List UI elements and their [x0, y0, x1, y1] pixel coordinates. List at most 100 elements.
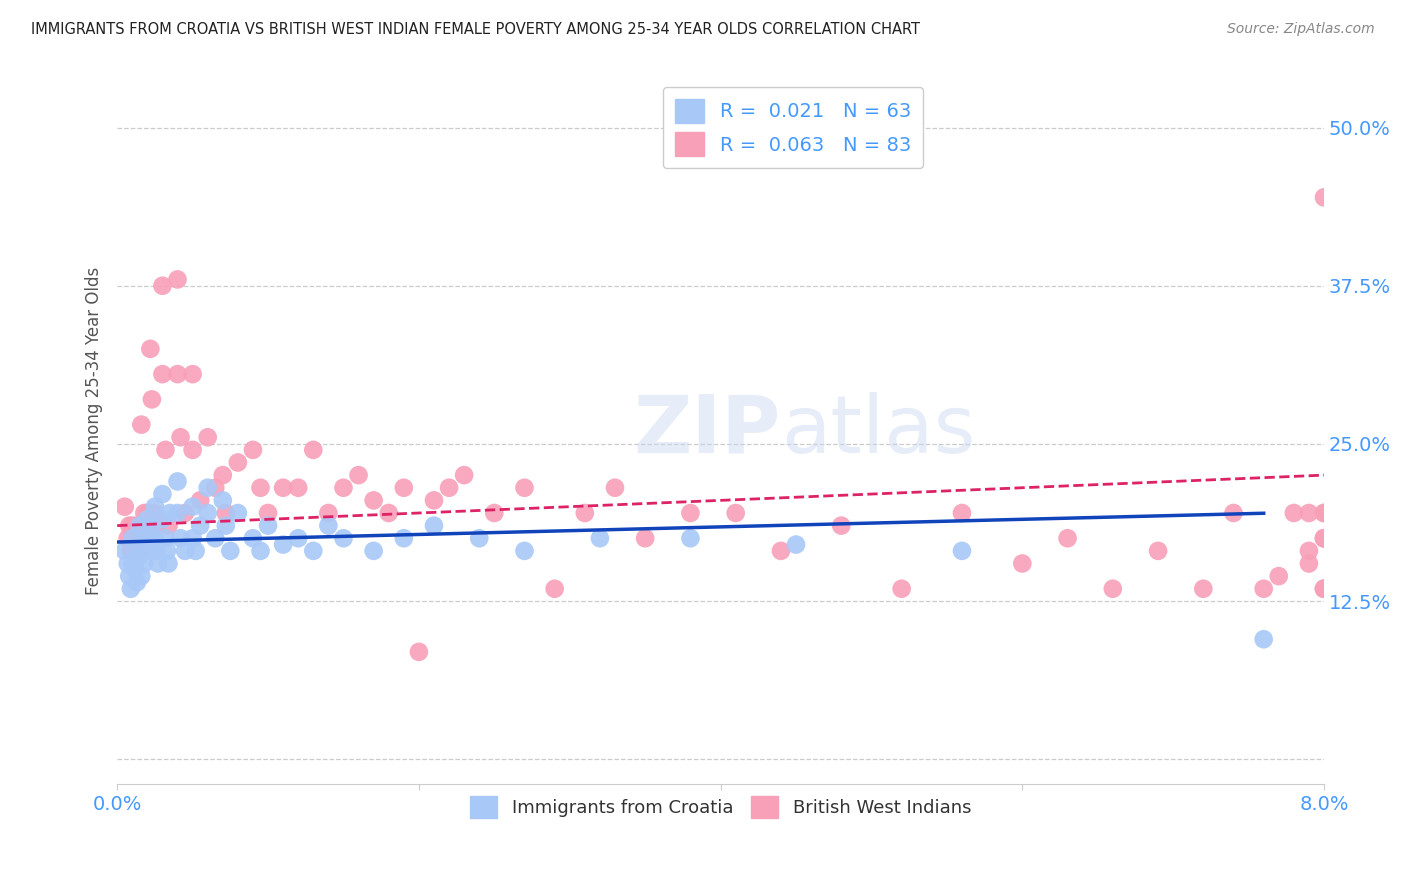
- Point: [114, 500, 136, 514]
- Point: [121, 544, 143, 558]
- Point: [1298, 557, 1320, 571]
- Point: [146, 557, 169, 571]
- Point: [830, 518, 852, 533]
- Point: [363, 544, 385, 558]
- Point: [121, 531, 143, 545]
- Point: [166, 506, 188, 520]
- Point: [1313, 531, 1336, 545]
- Point: [1313, 582, 1336, 596]
- Point: [513, 481, 536, 495]
- Point: [543, 582, 565, 596]
- Point: [136, 512, 159, 526]
- Point: [1253, 632, 1275, 647]
- Point: [332, 531, 354, 545]
- Point: [152, 278, 174, 293]
- Point: [128, 544, 150, 558]
- Point: [1313, 190, 1336, 204]
- Point: [211, 493, 233, 508]
- Point: [121, 518, 143, 533]
- Point: [131, 569, 153, 583]
- Point: [890, 582, 912, 596]
- Point: [1313, 582, 1336, 596]
- Point: [1313, 506, 1336, 520]
- Point: [332, 481, 354, 495]
- Point: [377, 506, 399, 520]
- Point: [152, 487, 174, 501]
- Point: [589, 531, 612, 545]
- Point: [215, 506, 238, 520]
- Point: [211, 468, 233, 483]
- Point: [204, 481, 226, 495]
- Point: [468, 531, 491, 545]
- Point: [157, 557, 180, 571]
- Point: [271, 537, 294, 551]
- Point: [423, 493, 446, 508]
- Point: [724, 506, 747, 520]
- Point: [174, 506, 197, 520]
- Point: [124, 563, 146, 577]
- Text: Source: ZipAtlas.com: Source: ZipAtlas.com: [1227, 22, 1375, 37]
- Point: [197, 506, 219, 520]
- Point: [125, 518, 148, 533]
- Point: [1056, 531, 1078, 545]
- Point: [136, 537, 159, 551]
- Point: [769, 544, 792, 558]
- Point: [219, 544, 242, 558]
- Point: [785, 537, 807, 551]
- Point: [513, 544, 536, 558]
- Point: [249, 481, 271, 495]
- Point: [679, 531, 702, 545]
- Point: [166, 475, 188, 489]
- Y-axis label: Female Poverty Among 25-34 Year Olds: Female Poverty Among 25-34 Year Olds: [86, 267, 103, 595]
- Point: [136, 531, 159, 545]
- Point: [392, 481, 415, 495]
- Point: [155, 442, 177, 457]
- Point: [128, 518, 150, 533]
- Point: [141, 518, 163, 533]
- Point: [166, 367, 188, 381]
- Point: [204, 531, 226, 545]
- Point: [318, 518, 340, 533]
- Point: [139, 342, 162, 356]
- Point: [143, 506, 166, 520]
- Point: [423, 518, 446, 533]
- Point: [1147, 544, 1170, 558]
- Point: [1282, 506, 1305, 520]
- Point: [302, 544, 325, 558]
- Point: [145, 518, 167, 533]
- Point: [136, 506, 159, 520]
- Point: [181, 442, 204, 457]
- Point: [363, 493, 385, 508]
- Point: [1313, 506, 1336, 520]
- Point: [226, 455, 249, 469]
- Point: [1253, 582, 1275, 596]
- Point: [197, 481, 219, 495]
- Point: [169, 531, 191, 545]
- Point: [155, 531, 177, 545]
- Point: [142, 537, 165, 551]
- Point: [127, 550, 149, 565]
- Point: [271, 481, 294, 495]
- Point: [1298, 544, 1320, 558]
- Point: [1268, 569, 1291, 583]
- Point: [287, 481, 309, 495]
- Point: [188, 518, 211, 533]
- Point: [117, 531, 139, 545]
- Point: [950, 506, 973, 520]
- Text: ZIP: ZIP: [634, 392, 780, 470]
- Point: [181, 531, 204, 545]
- Point: [1313, 531, 1336, 545]
- Point: [242, 442, 264, 457]
- Point: [157, 518, 180, 533]
- Point: [152, 367, 174, 381]
- Point: [188, 493, 211, 508]
- Point: [574, 506, 596, 520]
- Point: [131, 417, 153, 432]
- Point: [174, 544, 197, 558]
- Point: [128, 531, 150, 545]
- Point: [226, 506, 249, 520]
- Point: [950, 544, 973, 558]
- Point: [249, 544, 271, 558]
- Point: [118, 518, 141, 533]
- Point: [1313, 582, 1336, 596]
